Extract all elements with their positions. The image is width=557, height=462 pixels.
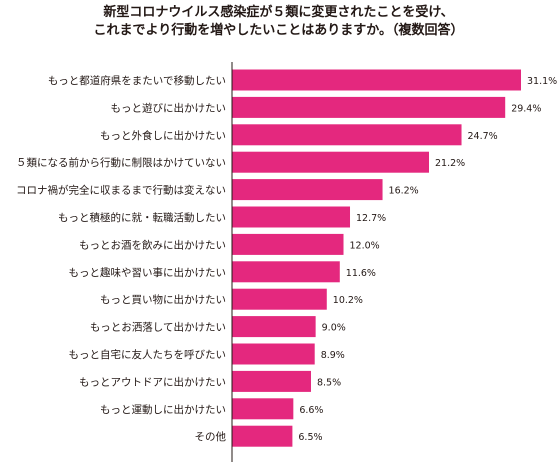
bar-9 xyxy=(232,288,327,310)
category-label-13: もっと運動しに出かけたい xyxy=(100,403,226,416)
category-label-12: もっとアウトドアに出かけたい xyxy=(79,375,226,388)
chart-title-line-2: これまでより行動を増やしたいことはありますか。（複数回答） xyxy=(93,23,464,38)
category-label-11: もっと自宅に友人たちを呼びたい xyxy=(69,348,227,361)
value-label-2: 29.4% xyxy=(511,103,541,114)
bar-11 xyxy=(232,343,315,365)
category-label-5: コロナ禍が完全に収まるまで行動は変えない xyxy=(16,184,226,197)
category-label-6: もっと積極的に就・転職活動したい xyxy=(58,211,226,224)
value-label-4: 21.2% xyxy=(435,158,465,169)
value-label-12: 8.5% xyxy=(317,377,341,388)
category-label-9: もっと買い物に出かけたい xyxy=(100,293,226,306)
value-label-9: 10.2% xyxy=(333,295,363,306)
value-label-6: 12.7% xyxy=(356,213,386,224)
value-label-11: 8.9% xyxy=(321,350,345,361)
bar-12 xyxy=(232,370,311,392)
bar-5 xyxy=(232,179,383,201)
bar-10 xyxy=(232,316,316,338)
category-label-7: もっとお酒を飲みに出かけたい xyxy=(79,238,226,251)
value-label-8: 11.6% xyxy=(346,268,376,279)
chart-title: 新型コロナウイルス感染症が５類に変更されたことを受け、 これまでより行動を増やし… xyxy=(0,4,557,40)
bar-14 xyxy=(232,425,293,447)
bar-6 xyxy=(232,206,351,228)
category-label-4: ５類になる前から行動に制限はかけていない xyxy=(16,156,226,169)
bar-13 xyxy=(232,398,294,420)
bar-3 xyxy=(232,124,462,146)
category-label-10: もっとお洒落して出かけたい xyxy=(90,321,226,334)
chart-title-line-1: 新型コロナウイルス感染症が５類に変更されたことを受け、 xyxy=(103,5,454,20)
value-label-5: 16.2% xyxy=(389,186,419,197)
value-label-7: 12.0% xyxy=(350,240,380,251)
bar-2 xyxy=(232,96,506,118)
category-label-8: もっと趣味や習い事に出かけたい xyxy=(69,266,227,279)
value-label-10: 9.0% xyxy=(322,323,346,334)
value-label-13: 6.6% xyxy=(299,405,323,416)
category-label-1: もっと都道府県をまたいで移動したい xyxy=(48,74,226,87)
category-label-14: その他 xyxy=(195,430,227,443)
value-label-3: 24.7% xyxy=(468,131,498,142)
bar-1 xyxy=(232,69,521,91)
bar-4 xyxy=(232,151,430,173)
value-label-1: 31.1% xyxy=(527,76,557,87)
bar-7 xyxy=(232,233,344,255)
category-label-2: もっと遊びに出かけたい xyxy=(111,101,227,114)
category-label-3: もっと外食しに出かけたい xyxy=(100,129,226,142)
bar-8 xyxy=(232,261,340,283)
value-label-14: 6.5% xyxy=(298,432,322,443)
